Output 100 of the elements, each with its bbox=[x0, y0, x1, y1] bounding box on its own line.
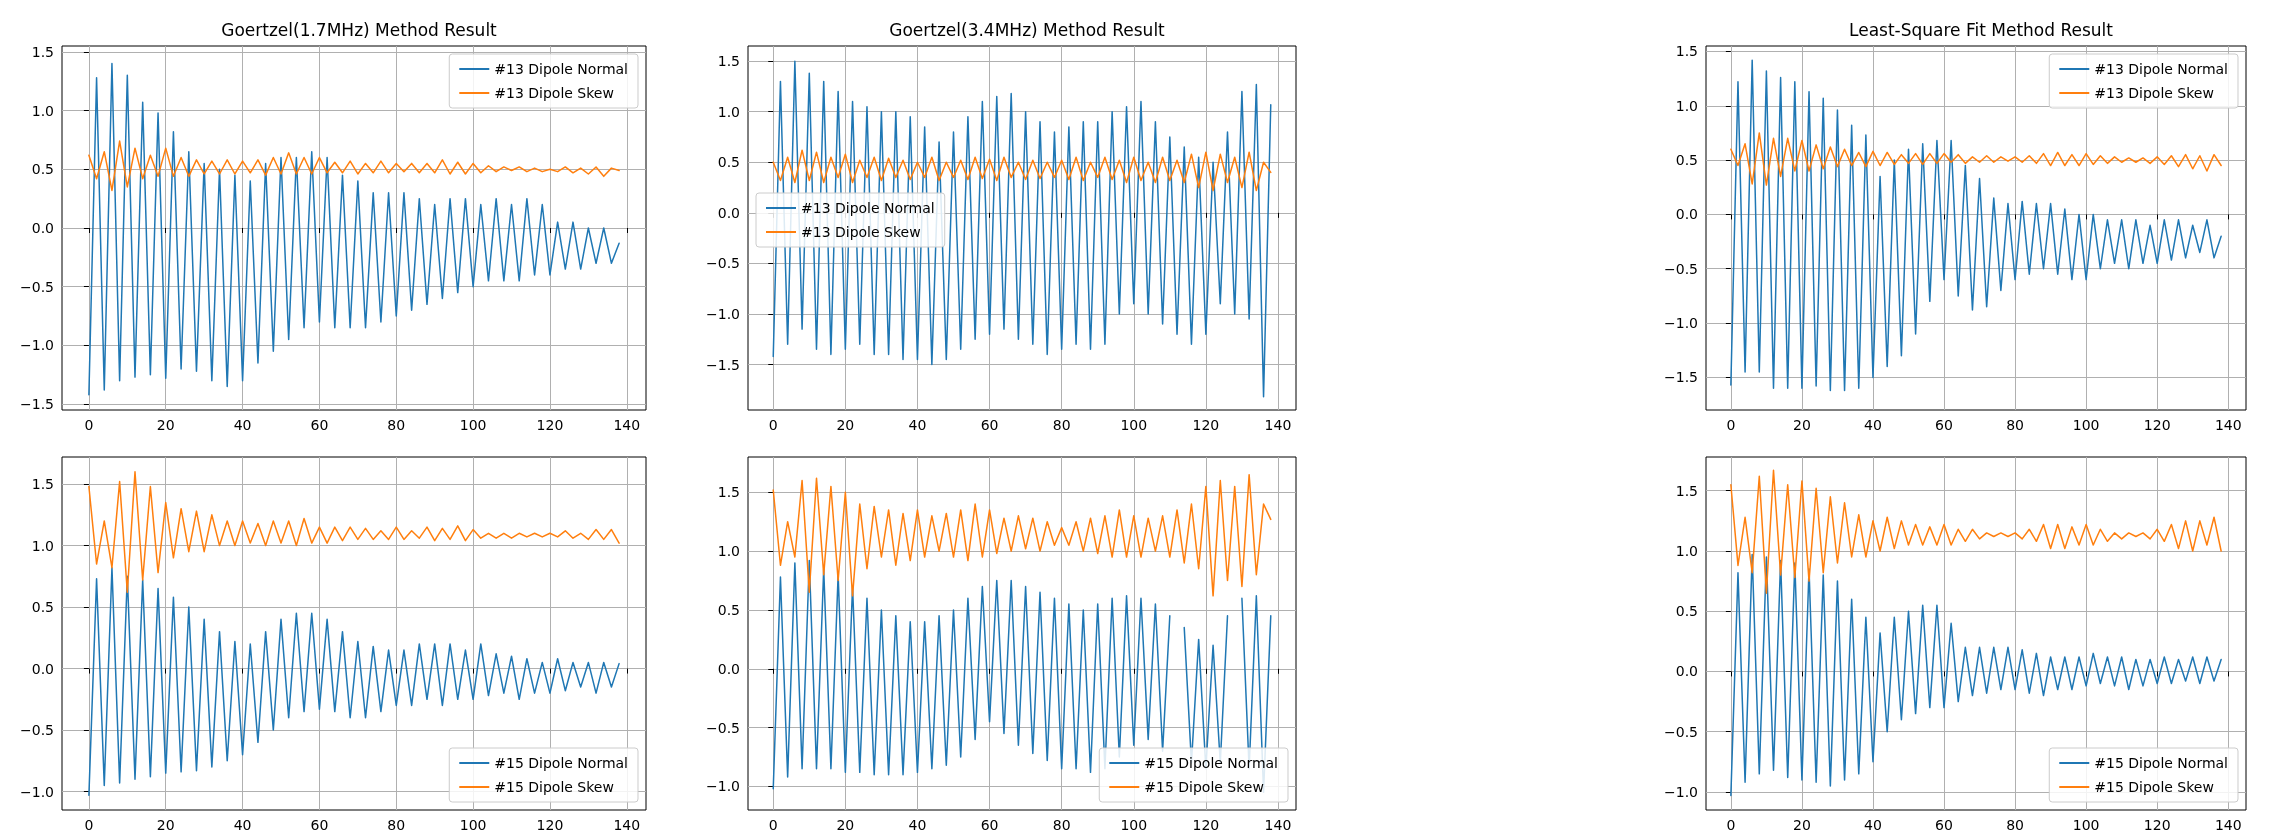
x-tick-label: 60 bbox=[310, 417, 329, 433]
y-tick-label: 0.5 bbox=[31, 161, 54, 178]
y-tick-label: 0.0 bbox=[31, 220, 54, 236]
y-tick-label: 1.5 bbox=[1675, 482, 1698, 499]
legend-label: #15 Dipole Normal bbox=[1144, 755, 1279, 771]
x-tick-label: 20 bbox=[1793, 817, 1811, 833]
y-tick-label: 0.5 bbox=[717, 601, 740, 618]
x-tick-label: 100 bbox=[2072, 417, 2100, 433]
y-tick-label: −1.5 bbox=[20, 396, 54, 413]
x-tick-label: 140 bbox=[2214, 817, 2242, 833]
x-tick-label: 0 bbox=[84, 817, 94, 833]
x-tick-label: 20 bbox=[156, 417, 175, 433]
x-tick-label: 20 bbox=[836, 417, 855, 433]
legend-label: #13 Dipole Skew bbox=[494, 85, 614, 101]
y-tick-label: −0.5 bbox=[706, 719, 740, 736]
x-tick-label: 60 bbox=[980, 817, 999, 833]
x-tick-label: 80 bbox=[1052, 417, 1071, 433]
legend-label: #13 Dipole Normal bbox=[2094, 61, 2229, 77]
y-tick-label: 1.0 bbox=[1675, 542, 1698, 559]
x-tick-label: 40 bbox=[908, 417, 927, 433]
legend-label: #15 Dipole Normal bbox=[494, 755, 629, 771]
y-tick-label: −1.5 bbox=[1664, 369, 1698, 386]
y-tick-label: −0.5 bbox=[1664, 723, 1698, 740]
y-tick-label: −1.0 bbox=[706, 778, 740, 795]
y-tick-label: −0.5 bbox=[20, 722, 54, 739]
x-tick-label: 20 bbox=[1793, 417, 1811, 433]
y-tick-label: 1.5 bbox=[717, 484, 740, 501]
x-tick-label: 120 bbox=[1192, 417, 1220, 433]
x-tick-label: 0 bbox=[768, 817, 778, 833]
y-tick-label: 1.5 bbox=[31, 476, 54, 493]
x-tick-label: 0 bbox=[1726, 417, 1736, 433]
x-tick-label: 120 bbox=[1192, 817, 1220, 833]
y-tick-label: 0.0 bbox=[717, 660, 740, 677]
x-tick-label: 40 bbox=[908, 817, 927, 833]
y-tick-label: 0.5 bbox=[1675, 603, 1698, 620]
line-series bbox=[1730, 132, 2222, 186]
y-tick-label: 0.5 bbox=[1675, 152, 1698, 169]
x-tick-label: 80 bbox=[2006, 417, 2024, 433]
x-tick-label: 0 bbox=[1726, 817, 1736, 833]
y-tick-label: −0.5 bbox=[1664, 260, 1698, 277]
legend-label: #13 Dipole Normal bbox=[494, 61, 629, 77]
x-tick-label: 0 bbox=[84, 417, 94, 433]
chart-title: Goertzel(1.7MHz) Method Result bbox=[221, 19, 498, 40]
y-tick-label: −0.5 bbox=[706, 255, 740, 272]
y-tick-label: 1.5 bbox=[1675, 43, 1698, 60]
legend-label: #15 Dipole Skew bbox=[2094, 779, 2214, 795]
x-tick-label: 60 bbox=[980, 417, 999, 433]
y-tick-label: 1.0 bbox=[31, 102, 54, 119]
y-tick-label: −1.0 bbox=[706, 305, 740, 322]
x-tick-label: 40 bbox=[1864, 817, 1882, 833]
x-tick-label: 100 bbox=[1120, 417, 1148, 433]
y-tick-label: 0.5 bbox=[31, 599, 54, 616]
x-tick-label: 120 bbox=[536, 417, 564, 433]
y-tick-label: 0.5 bbox=[717, 154, 740, 171]
x-tick-label: 100 bbox=[459, 417, 487, 433]
x-tick-label: 140 bbox=[1264, 417, 1292, 433]
y-tick-label: −1.0 bbox=[1664, 783, 1698, 800]
x-tick-label: 120 bbox=[2143, 417, 2171, 433]
y-tick-label: −1.5 bbox=[706, 356, 740, 373]
y-tick-label: 0.0 bbox=[1675, 663, 1698, 680]
line-series bbox=[772, 149, 1272, 192]
x-tick-label: 40 bbox=[233, 817, 252, 833]
x-tick-label: 140 bbox=[2214, 417, 2242, 433]
chart-title: Least-Square Fit Method Result bbox=[1849, 19, 2114, 40]
x-tick-label: 120 bbox=[2143, 817, 2171, 833]
x-tick-label: 80 bbox=[1052, 817, 1071, 833]
y-tick-label: −1.0 bbox=[20, 783, 54, 800]
y-tick-label: 1.0 bbox=[1675, 97, 1698, 114]
x-tick-label: 60 bbox=[310, 817, 329, 833]
line-series bbox=[772, 60, 1272, 398]
y-tick-label: 1.0 bbox=[717, 103, 740, 120]
line-series bbox=[772, 473, 1272, 597]
x-tick-label: 100 bbox=[1120, 817, 1148, 833]
legend-label: #15 Dipole Normal bbox=[2094, 755, 2229, 771]
x-tick-label: 40 bbox=[1864, 417, 1882, 433]
legend-label: #13 Dipole Skew bbox=[2094, 85, 2214, 101]
line-series bbox=[88, 140, 620, 192]
x-tick-label: 40 bbox=[233, 417, 252, 433]
x-tick-label: 140 bbox=[1264, 817, 1292, 833]
x-tick-label: 80 bbox=[2006, 817, 2024, 833]
y-tick-label: 1.5 bbox=[717, 53, 740, 70]
y-tick-label: −1.0 bbox=[20, 337, 54, 354]
line-series bbox=[88, 471, 620, 594]
legend-label: #13 Dipole Normal bbox=[801, 200, 935, 216]
y-tick-label: 0.0 bbox=[31, 660, 54, 677]
line-series bbox=[1730, 469, 2222, 594]
y-tick-label: 1.0 bbox=[717, 543, 740, 560]
legend-label: #15 Dipole Skew bbox=[494, 779, 614, 795]
x-tick-label: 20 bbox=[836, 817, 855, 833]
chart-title: Goertzel(3.4MHz) Method Result bbox=[889, 19, 1166, 40]
y-tick-label: −0.5 bbox=[20, 278, 54, 295]
x-tick-label: 80 bbox=[387, 417, 406, 433]
x-tick-label: 0 bbox=[768, 417, 778, 433]
x-tick-label: 20 bbox=[156, 817, 175, 833]
legend-label: #13 Dipole Skew bbox=[801, 224, 921, 240]
x-tick-label: 60 bbox=[1935, 817, 1953, 833]
x-tick-label: 140 bbox=[613, 817, 641, 833]
x-tick-label: 120 bbox=[536, 817, 564, 833]
x-tick-label: 100 bbox=[2072, 817, 2100, 833]
y-tick-label: 0.0 bbox=[717, 204, 740, 221]
